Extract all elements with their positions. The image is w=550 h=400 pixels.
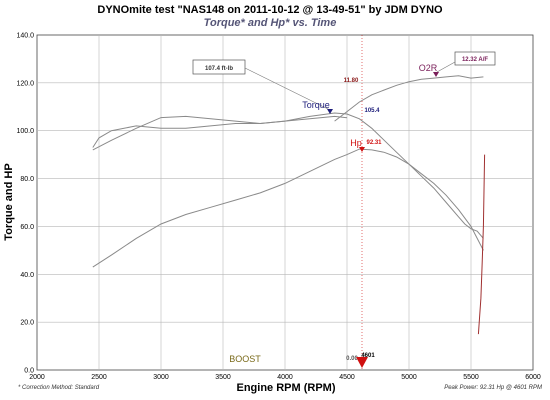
y-tick-label: 80.0: [20, 176, 34, 183]
afr-callout-leader: [436, 61, 456, 73]
y-tick-labels: 0.0 20.0 40.0 60.0 80.0 100.0 120.0 140.0: [16, 33, 34, 375]
x-tick-label: 5500: [463, 374, 479, 381]
x-tick-label: 3000: [153, 374, 169, 381]
x-tick-label: 2500: [91, 374, 107, 381]
footer-left: * Correction Method: Standard: [18, 385, 100, 391]
y-tick-label: 120.0: [16, 80, 34, 87]
series-line-torque: [92, 112, 484, 239]
torque-peak-value: 105.4: [364, 108, 380, 114]
y-axis-label: Torque and HP: [3, 163, 15, 240]
hp-label: Hp: [350, 138, 362, 148]
series-line-drop: [477, 154, 486, 335]
hp-peak-value: 92.31: [366, 140, 382, 146]
y-tick-label: 60.0: [20, 224, 34, 231]
o2r-value: 11.80: [344, 78, 359, 84]
y-tick-label: 20.0: [20, 320, 34, 327]
x-axis-label: Engine RPM (RPM): [237, 382, 336, 394]
o2r-label: O2R: [419, 63, 438, 73]
torque-marker: [327, 109, 333, 114]
x-tick-label: 2000: [29, 374, 45, 381]
torque-label: Torque: [302, 100, 330, 110]
y-tick-label: 140.0: [16, 33, 34, 40]
grid-lines: [37, 35, 533, 370]
x-tick-label: 4500: [339, 374, 355, 381]
afr-callout-text: 12.32 A/F: [462, 57, 488, 63]
x-tick-labels: 2000 2500 3000 3500 4000 4500 5000 5500 6000: [29, 374, 541, 381]
series-line-torque-low-rpm: [92, 115, 348, 148]
x-tick-label: 3500: [215, 374, 231, 381]
boost-label: BOOST: [229, 354, 261, 364]
chart-title: DYNOmite test "NAS148 on 2011-10-12 @ 13…: [97, 4, 443, 16]
torque-callout-leader: [244, 67, 331, 111]
series-lines: [92, 75, 486, 335]
x-tick-label: 6000: [525, 374, 541, 381]
rpm-marker-arrow: [356, 357, 368, 368]
y-tick-label: 40.0: [20, 272, 34, 279]
afr-callout: 12.32 A/F: [436, 51, 496, 73]
x-tick-label: 5000: [401, 374, 417, 381]
o2r-marker: [433, 72, 439, 77]
y-tick-label: 0.0: [24, 368, 34, 375]
y-tick-label: 100.0: [16, 128, 34, 135]
series-line-o2r: [334, 75, 484, 122]
footer-right: Peak Power: 92.31 Hp @ 4601 RPM: [444, 385, 542, 391]
boost-value: 0.00: [346, 356, 358, 362]
chart-subtitle: Torque* and Hp* vs. Time: [204, 17, 337, 29]
marker-rpm: 4601: [361, 353, 375, 359]
x-tick-label: 4000: [277, 374, 293, 381]
series-line-hp: [92, 148, 484, 268]
torque-callout-text: 107.4 ft-lb: [205, 66, 233, 72]
afr-callout-box: [454, 51, 496, 66]
torque-callout: 107.4 ft-lb: [192, 59, 331, 111]
torque-callout-box: [192, 59, 246, 75]
